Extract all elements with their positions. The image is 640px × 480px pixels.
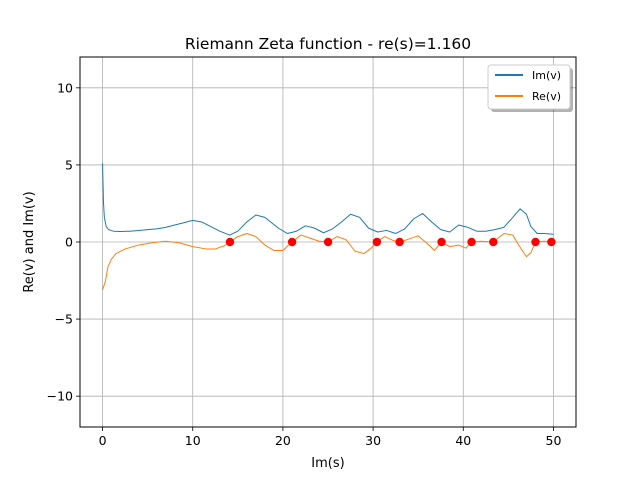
zero-marker [323, 237, 333, 247]
y-tick-label: 0 [65, 235, 73, 250]
zero-marker [287, 237, 297, 247]
zero-marker [395, 237, 404, 247]
plot-series [102, 163, 556, 290]
y-tick-label: 5 [65, 157, 73, 172]
chart-title: Riemann Zeta function - re(s)=1.160 [185, 35, 471, 53]
zero-marker [225, 237, 235, 247]
legend-label-im: Im(v) [532, 69, 561, 82]
series-line-im [102, 163, 554, 236]
legend-label-re: Re(v) [532, 90, 561, 103]
y-tick-label: −10 [47, 389, 73, 404]
x-tick-label: 10 [185, 433, 201, 448]
zero-marker [467, 237, 476, 247]
zero-marker [437, 237, 446, 247]
zero-marker [547, 237, 556, 247]
x-tick-label: 30 [365, 433, 381, 448]
zero-marker [489, 237, 498, 247]
axis-ticks: 0 10 20 30 40 50 −10 −5 0 5 10 [47, 80, 562, 448]
zero-marker [531, 237, 540, 247]
series-line-re [102, 233, 552, 290]
x-tick-label: 20 [275, 433, 291, 448]
zero-marker [372, 237, 382, 247]
x-tick-label: 40 [455, 433, 471, 448]
x-tick-label: 0 [99, 433, 107, 448]
y-axis-label: Re(v) and Im(v) [22, 191, 37, 292]
x-axis-label: Im(s) [311, 456, 344, 471]
y-tick-label: −5 [55, 312, 73, 327]
legend: Im(v) Re(v) [487, 64, 573, 112]
x-tick-label: 50 [546, 433, 562, 448]
y-tick-label: 10 [57, 80, 73, 95]
